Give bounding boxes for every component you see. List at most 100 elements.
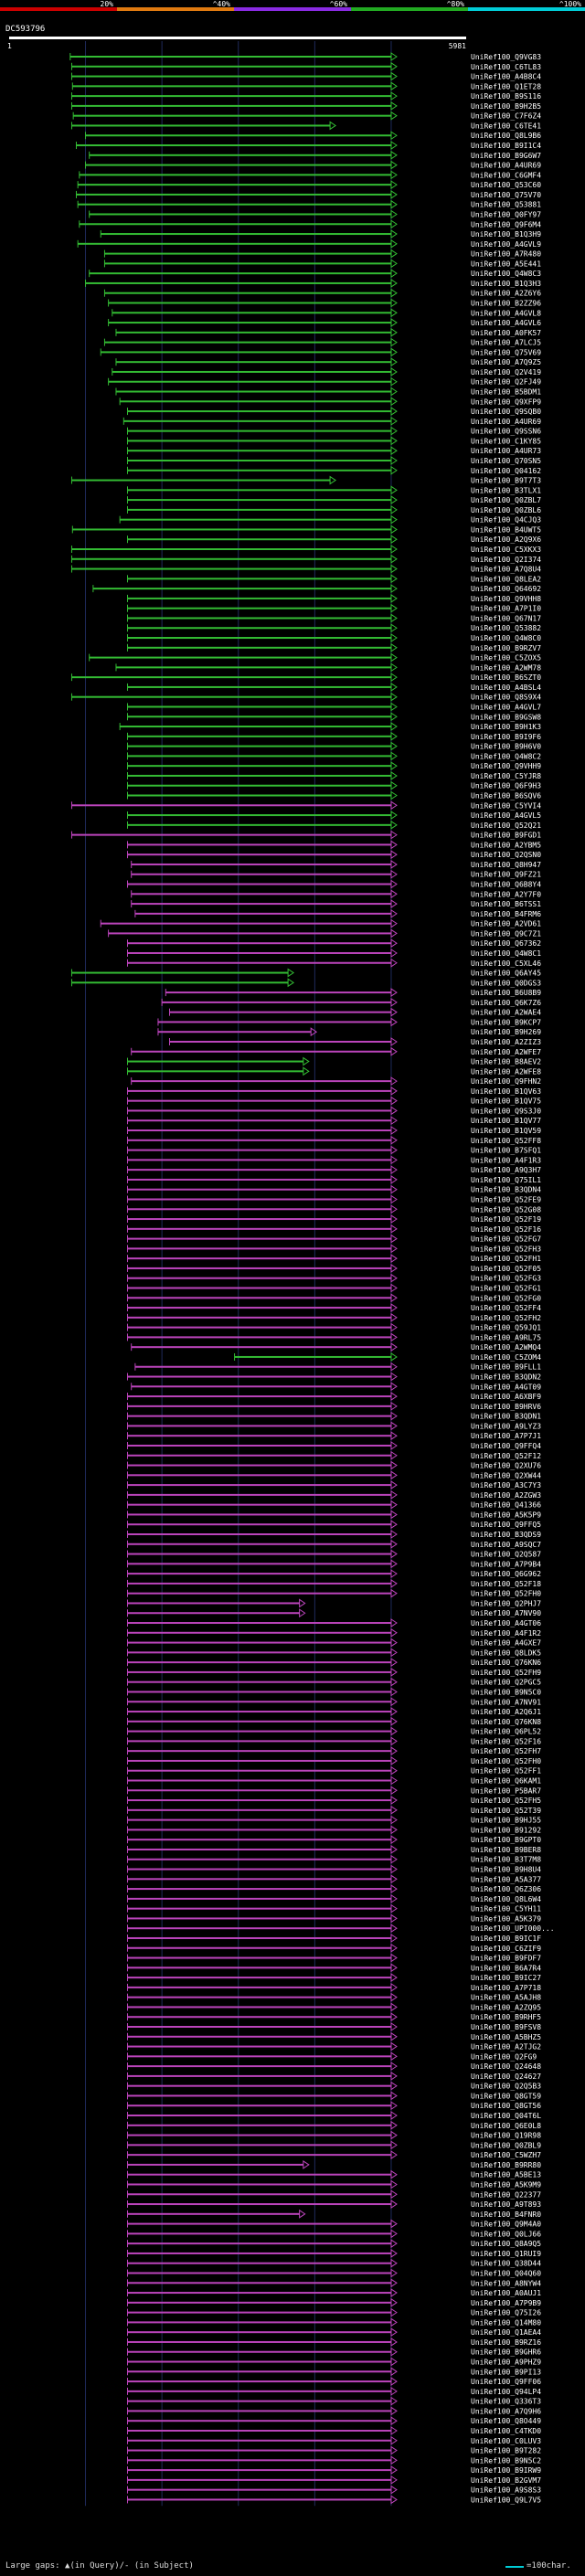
hit-bar <box>127 1247 391 1250</box>
hit-end-arrow <box>390 1194 398 1204</box>
hit-end-arrow <box>390 1312 398 1322</box>
hit-end-arrow <box>390 820 398 830</box>
hit-bar <box>127 1425 391 1427</box>
hit-bar <box>104 252 391 255</box>
hit-label: UniRef100_Q52F12 <box>471 1452 541 1460</box>
hit-bar <box>127 1711 391 1713</box>
hit-bar <box>71 95 391 98</box>
hit-label: UniRef100_B9T7T3 <box>471 477 541 485</box>
hit-end-arrow <box>390 2268 398 2278</box>
hit-label: UniRef100_Q0LJ66 <box>471 2230 541 2238</box>
hit-end-arrow <box>390 1884 398 1894</box>
hit-bar <box>134 912 391 915</box>
hit-end-arrow <box>390 988 398 998</box>
hit-label: UniRef100_Q38D44 <box>471 2260 541 2268</box>
hit-bar <box>127 1513 391 1516</box>
hit-end-arrow <box>390 584 398 594</box>
hit-bar <box>127 1848 391 1850</box>
hit-label: UniRef100_A7P9B4 <box>471 1560 541 1568</box>
hit-bar <box>127 2065 391 2068</box>
hit-bar <box>127 1691 391 1693</box>
hit-end-arrow <box>390 1746 398 1756</box>
hit-label: UniRef100_C6GMF4 <box>471 171 541 179</box>
hit-end-arrow <box>390 1204 398 1214</box>
hit-label: UniRef100_Q8LDK5 <box>471 1648 541 1657</box>
hit-label: UniRef100_B9PI13 <box>471 2368 541 2376</box>
hit-label: UniRef100_Q8GT56 <box>471 2102 541 2110</box>
hit-end-arrow <box>390 1736 398 1746</box>
hit-bar <box>101 922 391 925</box>
hit-bar <box>127 2163 303 2166</box>
hit-label: UniRef100_Q2FG9 <box>471 2052 537 2061</box>
hit-bar <box>127 2104 391 2107</box>
hit-end-arrow <box>390 1963 398 1973</box>
hit-label: UniRef100_B3QDS9 <box>471 1531 541 1539</box>
hit-label: UniRef100_A2ZQ95 <box>471 2003 541 2011</box>
query-start-label: 1 <box>7 42 12 50</box>
hit-bar <box>127 429 391 432</box>
hit-bar <box>127 2094 391 2097</box>
hit-end-arrow <box>390 101 398 111</box>
hit-label: UniRef100_Q2QSN0 <box>471 851 541 859</box>
hit-bar <box>127 2212 300 2215</box>
hit-label: UniRef100_Q04162 <box>471 467 541 475</box>
hit-label: UniRef100_Q52FH0 <box>471 1590 541 1598</box>
hit-end-arrow <box>390 81 398 91</box>
hit-end-arrow <box>390 1825 398 1835</box>
hit-label: UniRef100_B9IRW9 <box>471 2466 541 2475</box>
hit-label: UniRef100_B9RHF5 <box>471 2013 541 2021</box>
hit-end-arrow <box>390 1943 398 1953</box>
hit-label: UniRef100_B9IC27 <box>471 1974 541 1982</box>
hit-label: UniRef100_B2GVM7 <box>471 2476 541 2485</box>
hit-end-arrow <box>390 1953 398 1963</box>
hit-bar <box>127 1169 391 1171</box>
hit-bar <box>127 538 391 541</box>
hit-end-arrow <box>390 2031 398 2041</box>
hit-label: UniRef100_Q53881 <box>471 201 541 209</box>
hit-label: UniRef100_B6TSS1 <box>471 900 541 908</box>
hit-end-arrow <box>390 1254 398 1264</box>
hit-label: UniRef100_Q52FG1 <box>471 1285 541 1293</box>
hit-label: UniRef100_A4GVL7 <box>471 703 541 711</box>
hit-bar <box>79 223 391 226</box>
hit-bar <box>127 774 391 777</box>
hit-bar <box>127 1237 391 1240</box>
hit-bar <box>76 144 391 147</box>
hit-label: UniRef100_Q24648 <box>471 2062 541 2071</box>
hit-bar <box>127 1680 391 1683</box>
hit-end-arrow <box>390 456 398 465</box>
hit-label: UniRef100_B6SZT0 <box>471 673 541 682</box>
hit-end-arrow <box>390 830 398 840</box>
hit-bar <box>127 765 391 768</box>
hit-end-arrow <box>390 1805 398 1815</box>
hit-bar <box>127 1218 391 1221</box>
hit-end-arrow <box>390 1155 398 1165</box>
hit-bar <box>127 2420 391 2422</box>
hit-bar <box>127 2429 391 2432</box>
hit-label: UniRef100_B9IC1F <box>471 1935 541 1943</box>
hit-label: UniRef100_Q75IL1 <box>471 1176 541 1184</box>
hit-bar <box>115 331 391 334</box>
hit-end-arrow <box>390 495 398 505</box>
hit-label: UniRef100_Q9SQB0 <box>471 408 541 416</box>
hit-end-arrow <box>390 1677 398 1687</box>
hit-label: UniRef100_A7NV90 <box>471 1609 541 1617</box>
hit-label: UniRef100_C1KY85 <box>471 437 541 445</box>
hit-end-arrow <box>390 593 398 603</box>
hit-label: UniRef100_Q2FJ49 <box>471 378 541 387</box>
identity-scale-segment <box>117 7 234 11</box>
hit-end-arrow <box>390 327 398 337</box>
hit-label: UniRef100_Q336T3 <box>471 2398 541 2406</box>
hit-label: UniRef100_C6TE41 <box>471 122 541 130</box>
hit-label: UniRef100_A0FK57 <box>471 329 541 337</box>
hit-bar <box>104 262 391 265</box>
hit-end-arrow <box>390 357 398 367</box>
hit-label: UniRef100_Q9F6M4 <box>471 220 541 228</box>
hit-label: UniRef100_A4F1R2 <box>471 1629 541 1638</box>
hit-end-arrow <box>390 2347 398 2357</box>
hit-label: UniRef100_Q1RUI9 <box>471 2250 541 2258</box>
hit-end-arrow <box>390 2357 398 2367</box>
hit-bar <box>127 1651 391 1654</box>
hit-label: UniRef100_B6U8B9 <box>471 989 541 997</box>
hit-bar <box>127 1149 391 1151</box>
